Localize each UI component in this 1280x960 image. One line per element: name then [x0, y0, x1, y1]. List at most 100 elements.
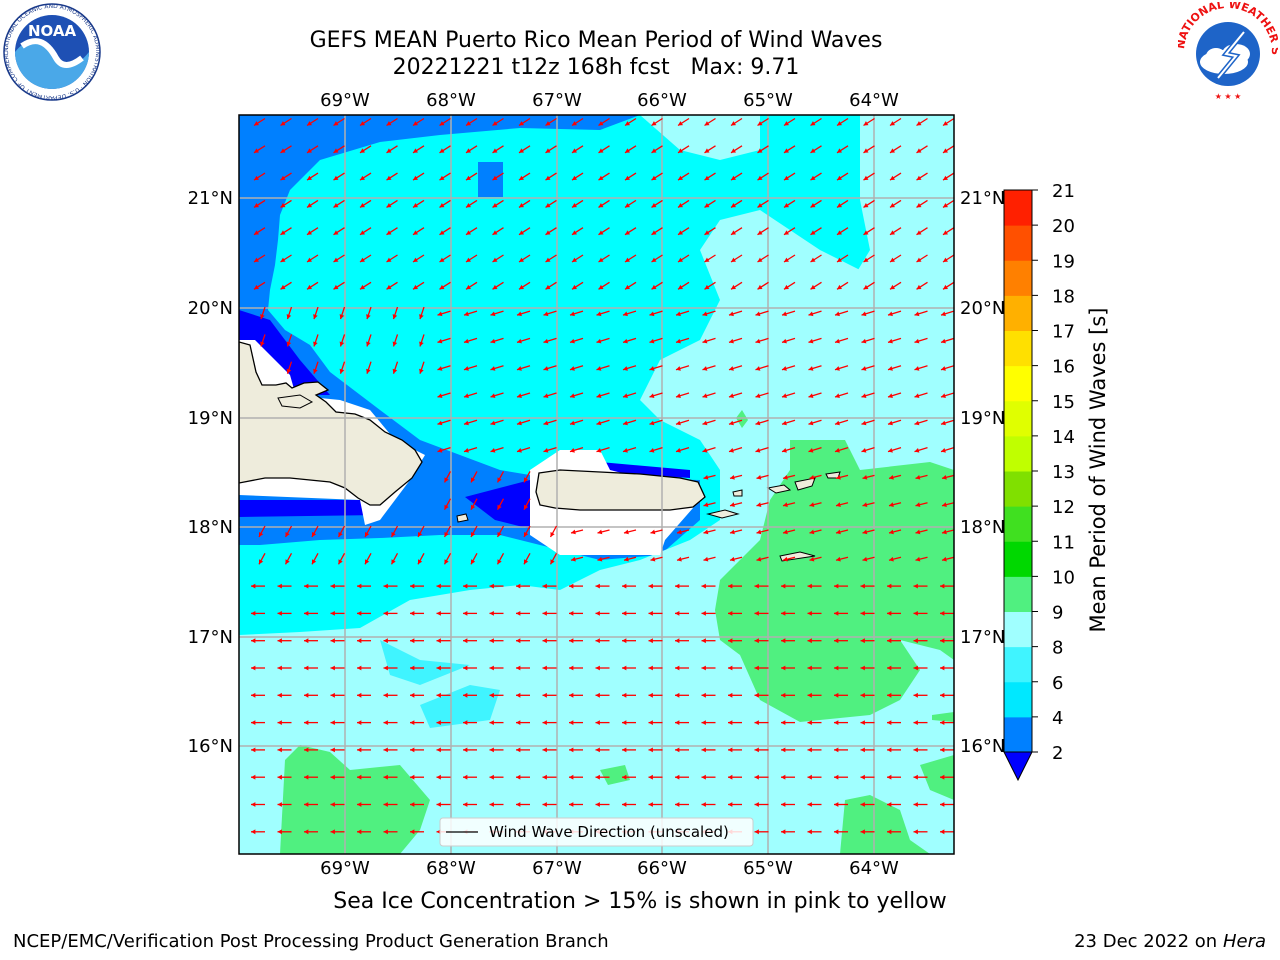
wind-wave-arrow-head: [836, 529, 841, 535]
wind-wave-arrow-head: [466, 257, 471, 262]
wind-wave-arrow-head: [598, 257, 604, 262]
wind-wave-arrow-head: [570, 420, 575, 426]
wind-wave-arrow-head: [516, 747, 521, 753]
wind-wave-arrow-head: [254, 148, 259, 153]
wind-wave-arrow-head: [701, 774, 706, 780]
wind-wave-arrow-head: [338, 559, 343, 565]
wind-wave-arrow-head: [782, 366, 787, 371]
wind-wave-arrow-head: [731, 175, 736, 181]
wind-wave-arrow-head: [542, 720, 547, 725]
wind-wave-arrow-head: [595, 611, 600, 616]
wind-wave-arrow-head: [784, 175, 789, 181]
wind-wave-arrow-head: [862, 529, 868, 535]
wind-wave-arrow-head: [863, 284, 869, 290]
wind-wave-arrow-head: [835, 420, 840, 426]
wind-wave-arrow-head: [439, 175, 445, 181]
wind-wave-arrow-head: [940, 583, 945, 589]
wind-wave-arrow-head: [307, 175, 312, 181]
wind-wave-arrow-head: [676, 311, 681, 317]
wind-wave-arrow-head: [810, 175, 816, 181]
wind-wave-arrow-head: [943, 203, 948, 208]
wind-wave-arrow-head: [730, 556, 735, 562]
wind-wave-arrow-head: [519, 257, 524, 262]
wind-wave-arrow-head: [410, 665, 415, 671]
lat-tick-left: 20°N: [188, 298, 233, 319]
wind-wave-arrow-head: [675, 720, 680, 725]
wind-wave-arrow-head: [887, 720, 892, 725]
wind-wave-arrow-head: [701, 802, 706, 807]
wind-wave-arrow-head: [889, 529, 894, 535]
wind-wave-arrow-head: [251, 638, 256, 644]
wind-wave-arrow-head: [678, 203, 683, 208]
wind-wave-arrow-head: [860, 747, 865, 753]
wind-wave-arrow-head: [280, 230, 286, 235]
wind-wave-arrow-head: [731, 203, 736, 208]
wind-wave-arrow-head: [702, 366, 708, 371]
wind-wave-arrow-head: [782, 448, 787, 453]
wind-wave-arrow-head: [863, 230, 869, 235]
wind-wave-arrow-head: [517, 393, 522, 399]
wind-wave-arrow-head: [783, 502, 788, 507]
wind-wave-arrow-head: [916, 230, 922, 235]
wind-wave-arrow-head: [444, 559, 449, 565]
wind-wave-arrow-head: [676, 338, 681, 344]
wind-wave-arrow-head: [861, 393, 867, 399]
lon-tick-top: 65°W: [743, 90, 793, 111]
wind-wave-arrow-head: [648, 692, 653, 698]
wind-wave-arrow-head: [940, 692, 945, 698]
wind-wave-arrow-head: [622, 720, 627, 725]
wind-wave-arrow-head: [543, 366, 549, 371]
field-patch-g2: [600, 765, 630, 785]
wind-wave-arrow-head: [890, 175, 895, 181]
wind-wave-arrow-head: [444, 532, 449, 537]
wind-wave-arrow-head: [571, 529, 576, 535]
legend-label: Wind Wave Direction (unscaled): [489, 823, 729, 841]
wind-wave-arrow-head: [463, 638, 468, 644]
wind-wave-arrow-head: [728, 583, 733, 589]
wind-wave-arrow-head: [784, 230, 789, 235]
wind-wave-arrow-head: [470, 559, 476, 565]
wind-wave-arrow-head: [597, 556, 603, 562]
wind-wave-arrow-head: [704, 121, 710, 126]
wind-wave-arrow-head: [860, 829, 865, 835]
field-patch-6-8b: [380, 640, 470, 685]
wind-wave-arrow-head: [834, 692, 839, 698]
wind-wave-arrow-head: [286, 341, 292, 347]
wind-wave-arrow-head: [837, 175, 842, 181]
colorbar-bin: [1004, 646, 1032, 683]
wind-wave-arrow-head: [391, 559, 396, 565]
wind-wave-arrow-head: [835, 393, 840, 399]
wind-wave-arrow-head: [517, 366, 522, 371]
wind-wave-arrow-head: [649, 338, 655, 344]
wind-wave-arrow-head: [277, 720, 282, 725]
wind-wave-arrow-head: [304, 638, 309, 644]
wind-wave-arrow-head: [444, 477, 449, 483]
wind-wave-arrow-head: [490, 311, 496, 317]
wind-wave-arrow-head: [728, 774, 733, 780]
wind-wave-arrow-head: [625, 257, 630, 262]
wind-wave-arrow-head: [784, 257, 789, 262]
wind-wave-arrow-head: [701, 692, 706, 698]
wind-wave-arrow-head: [887, 829, 892, 835]
wind-wave-arrow-head: [595, 692, 600, 698]
wind-wave-arrow-head: [755, 311, 761, 317]
wind-wave-arrow-head: [333, 121, 339, 126]
wind-wave-arrow-head: [492, 121, 498, 126]
wind-wave-arrow-head: [675, 802, 680, 807]
wind-wave-arrow-head: [625, 203, 630, 208]
lat-tick-right: 16°N: [960, 736, 1005, 757]
wind-wave-arrow-head: [861, 366, 867, 371]
wind-wave-arrow-head: [492, 230, 498, 235]
lon-tick-top: 69°W: [320, 90, 370, 111]
wind-wave-arrow-head: [913, 774, 918, 780]
wind-wave-arrow-head: [360, 175, 365, 181]
colorbar-label: Mean Period of Wind Waves [s]: [1086, 307, 1110, 633]
wind-wave-arrow-head: [339, 314, 345, 320]
wind-wave-arrow-head: [729, 338, 734, 344]
wind-wave-arrow-head: [545, 175, 551, 181]
colorbar-tick-label: 2: [1052, 743, 1063, 764]
wind-wave-arrow-head: [339, 368, 345, 374]
wind-wave-arrow-head: [410, 774, 415, 780]
colorbar-tick-label: 17: [1052, 322, 1075, 343]
wind-wave-arrow-head: [410, 802, 415, 807]
